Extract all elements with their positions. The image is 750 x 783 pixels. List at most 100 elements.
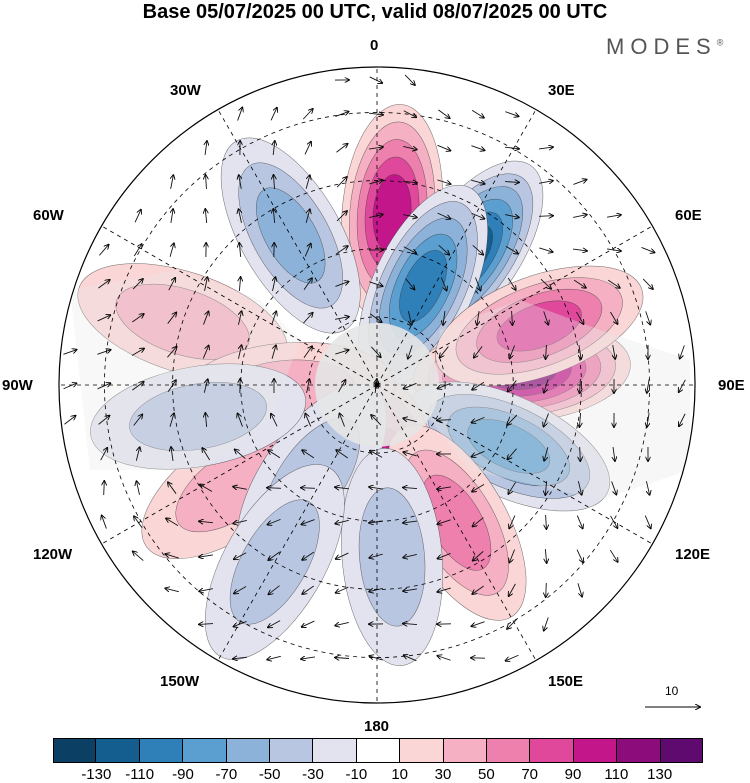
wind-arrow xyxy=(437,212,451,219)
wind-arrow xyxy=(336,211,347,222)
wind-arrow xyxy=(133,551,144,561)
colorbar-swatch xyxy=(270,738,314,763)
wind-arrow xyxy=(437,519,451,524)
wind-arrow xyxy=(271,311,277,325)
wind-arrow xyxy=(64,416,75,425)
colorbar-tick-label: 10 xyxy=(391,766,408,783)
wind-arrow xyxy=(135,447,139,461)
wind-arrow xyxy=(301,488,316,489)
wind-arrow xyxy=(679,413,686,426)
wind-arrow xyxy=(440,346,449,358)
wind-arrow xyxy=(302,109,313,120)
colorbar-swatch xyxy=(96,738,140,763)
wind-arrow xyxy=(472,585,485,594)
wind-arrow xyxy=(437,144,451,150)
wind-arrow xyxy=(475,277,480,290)
wind-arrow xyxy=(405,278,415,290)
lon-label-180: 180 xyxy=(364,718,390,735)
wind-arrow xyxy=(369,214,383,217)
wind-arrow xyxy=(273,209,274,224)
wind-arrow xyxy=(402,181,417,183)
wind-arrow xyxy=(507,448,517,460)
wind-arrow xyxy=(507,277,515,290)
wind-arrow xyxy=(301,657,315,659)
wind-arrow xyxy=(540,278,551,289)
wind-arrow xyxy=(471,179,485,184)
anomaly-center xyxy=(386,424,527,621)
meridian-line xyxy=(376,109,537,386)
colorbar-swatch xyxy=(443,738,488,763)
wind-arrow xyxy=(544,379,549,392)
wind-arrow xyxy=(368,113,383,115)
wind-arrow xyxy=(199,521,214,522)
wind-arrow xyxy=(647,379,649,393)
wind-arrow xyxy=(239,175,242,189)
colorbar-swatch xyxy=(487,738,531,763)
america-shading xyxy=(70,270,300,470)
wind-arrow xyxy=(335,658,350,659)
wind-arrow xyxy=(647,413,649,427)
wind-arrow xyxy=(171,209,173,223)
colorbar-tick-label: -10 xyxy=(345,766,368,783)
wind-arrow xyxy=(404,74,415,85)
wind-arrow xyxy=(579,412,580,427)
wind-arrow xyxy=(403,452,417,457)
colorbar-tick-label: -30 xyxy=(302,766,324,783)
wind-arrow xyxy=(577,583,582,596)
anomaly-field xyxy=(59,67,695,703)
colorbar-swatch xyxy=(356,738,401,763)
wind-arrow xyxy=(203,379,207,393)
wind-arrow xyxy=(573,249,587,251)
wind-arrow xyxy=(438,109,449,118)
wind-arrow xyxy=(303,313,312,324)
wind-arrow xyxy=(369,76,383,83)
lon-label-90w: 90W xyxy=(2,377,33,394)
wind-arrow xyxy=(438,244,449,254)
wind-arrow xyxy=(369,588,383,591)
colorbar-swatch xyxy=(183,738,227,763)
wind-arrow xyxy=(403,521,417,523)
wind-arrow xyxy=(233,657,248,659)
wind-arrow xyxy=(509,515,516,529)
wind-arrow xyxy=(268,551,280,560)
wind-arrow xyxy=(506,654,519,661)
wind-arrow xyxy=(611,481,617,494)
wind-arrow xyxy=(165,554,179,559)
wind-arrow xyxy=(199,589,213,592)
wind-arrow xyxy=(573,180,586,185)
wind-arrow xyxy=(238,311,241,325)
wind-arrow xyxy=(472,381,485,390)
wind-arrow xyxy=(473,551,484,560)
wind-arrow xyxy=(504,182,519,183)
north-pole-marker xyxy=(374,382,380,388)
lon-label-150e: 150E xyxy=(548,673,584,690)
wind-arrow xyxy=(576,515,582,529)
wind-arrow xyxy=(404,655,417,662)
wind-arrow xyxy=(472,416,485,422)
graticule xyxy=(59,67,695,703)
anomaly-center xyxy=(435,265,644,387)
wind-arrow xyxy=(509,549,516,562)
wind-arrow xyxy=(132,314,143,323)
wind-arrow xyxy=(271,345,276,359)
wind-arrow xyxy=(168,482,177,494)
wind-arrow xyxy=(235,449,246,459)
wind-arrow xyxy=(239,277,240,292)
wind-arrow xyxy=(370,451,383,458)
colorbar-swatch xyxy=(530,738,574,763)
wind-arrow xyxy=(369,281,382,286)
wind-arrow xyxy=(440,277,446,291)
wind-arrow xyxy=(234,552,247,559)
wind-arrow xyxy=(171,447,173,461)
wind-arrow xyxy=(579,345,581,359)
wind-arrow xyxy=(104,481,105,496)
wind-arrow xyxy=(509,583,516,596)
wind-arrow xyxy=(471,145,484,151)
wind-arrow xyxy=(131,348,144,356)
wind-arrow xyxy=(302,585,315,594)
lon-label-120e: 120E xyxy=(675,546,711,563)
wind-arrow xyxy=(205,413,206,428)
map-title: Base 05/07/2025 00 UTC, valid 08/07/2025… xyxy=(142,1,608,23)
wind-arrow xyxy=(167,347,176,358)
wind-arrow xyxy=(403,146,417,149)
